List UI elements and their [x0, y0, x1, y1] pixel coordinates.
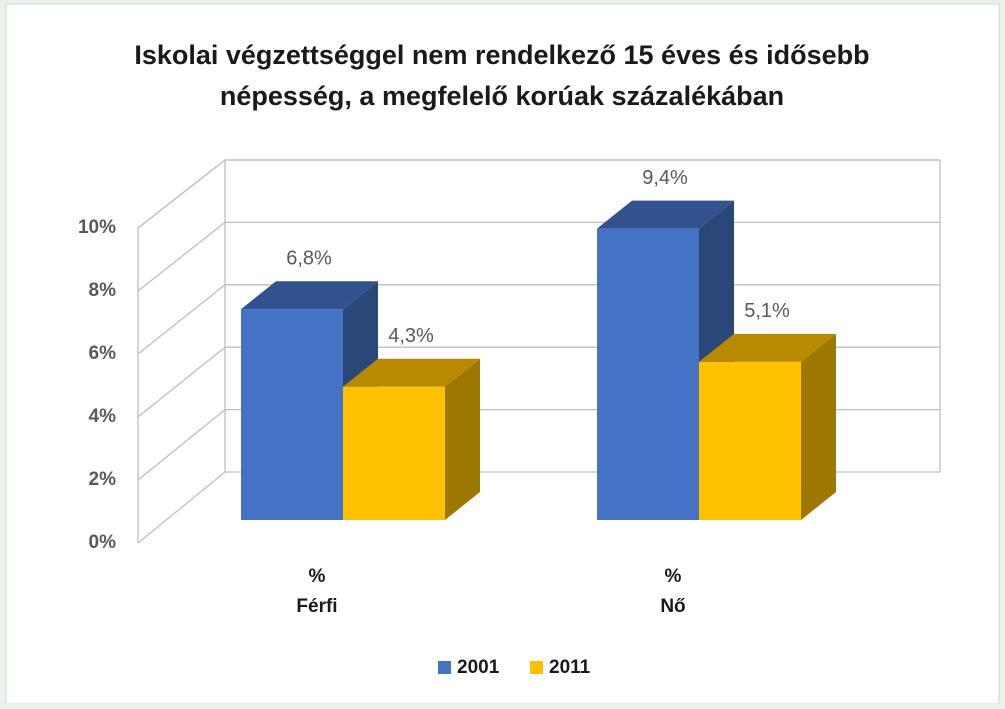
- chart-title: Iskolai végzettséggel nem rendelkező 15 …: [134, 40, 869, 70]
- grid-line: [137, 221, 226, 292]
- value-label: 9,4%: [642, 167, 688, 189]
- value-label: 4,3%: [388, 325, 434, 347]
- x-tick-label: Nő: [660, 596, 685, 617]
- bar-side: [445, 358, 480, 520]
- legend-label: 2001: [457, 657, 500, 678]
- grid-line: [137, 159, 226, 229]
- bar-top: [699, 333, 836, 362]
- chart-title: népesség, a megfelelő korúak százalékába…: [220, 81, 784, 111]
- bar: [343, 386, 445, 520]
- bar: [241, 309, 343, 520]
- value-label: 5,1%: [744, 300, 790, 322]
- y-tick-label: 0%: [89, 532, 117, 553]
- bar-top: [597, 200, 734, 229]
- x-tick-label: Férfi: [296, 596, 337, 617]
- grid-line: [137, 346, 226, 418]
- bar: [597, 228, 699, 520]
- y-tick-label: 10%: [78, 217, 116, 238]
- grid-line: [137, 409, 226, 481]
- bar-top: [241, 281, 378, 310]
- x-tick-label: %: [309, 566, 326, 587]
- y-tick-label: 6%: [89, 343, 117, 364]
- bar: [699, 361, 801, 520]
- y-tick-label: 4%: [89, 406, 117, 427]
- legend-swatch: [530, 661, 543, 674]
- y-tick-label: 8%: [89, 280, 117, 301]
- value-label: 6,8%: [286, 247, 332, 269]
- grid-line: [137, 471, 226, 544]
- bar-top: [343, 358, 480, 387]
- legend-swatch: [438, 661, 451, 674]
- grid-line: [137, 284, 226, 355]
- x-tick-label: %: [665, 566, 682, 587]
- y-tick-label: 2%: [89, 469, 117, 490]
- bar-side: [801, 333, 836, 520]
- legend-label: 2011: [549, 657, 591, 678]
